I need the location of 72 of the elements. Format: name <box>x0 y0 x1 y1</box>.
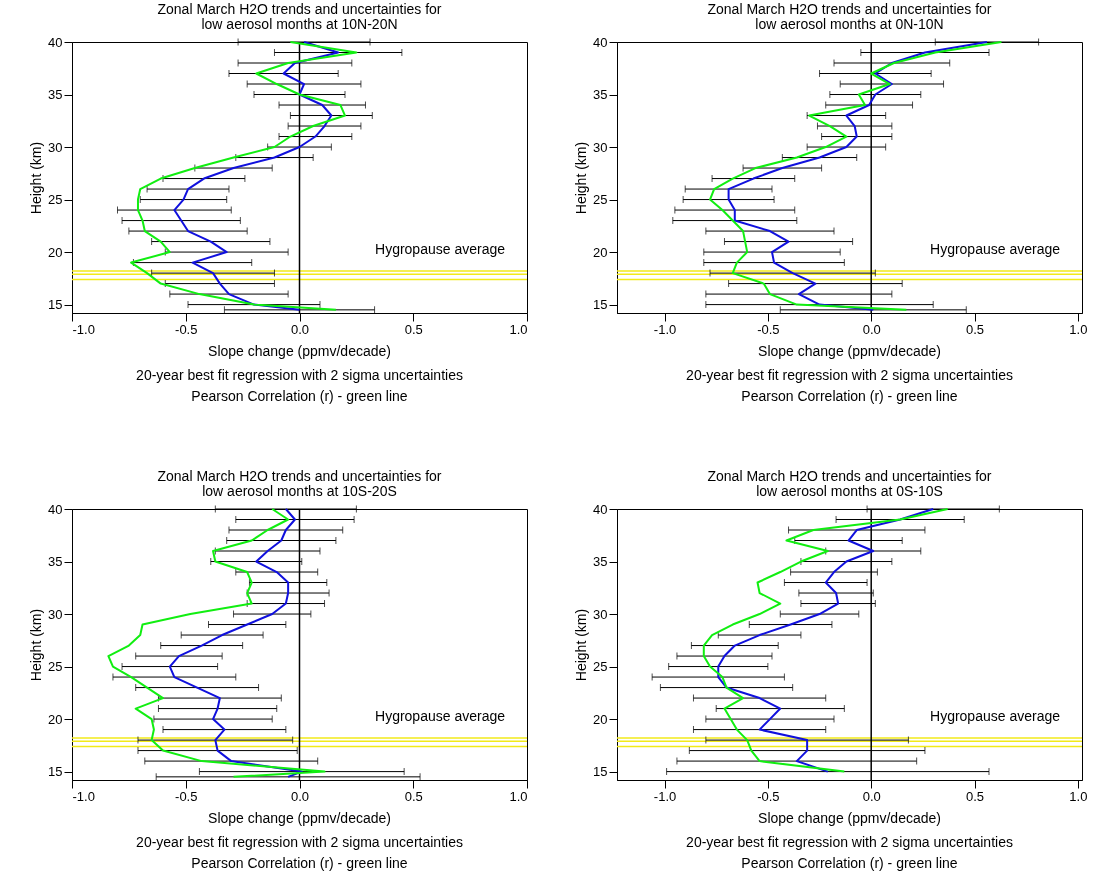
y-axis-title: Height (km) <box>573 141 590 215</box>
y-tick-label: 30 <box>48 139 63 155</box>
text: 20-year best fit regression with 2 sigma uncertainties <box>136 834 463 850</box>
y-tick-label: 30 <box>48 606 63 622</box>
x-tick-label: 1.0 <box>1069 321 1088 337</box>
y-tick-label: 30 <box>593 139 608 155</box>
x-tick-label: -1.0 <box>72 321 95 337</box>
x-tick-label: -0.5 <box>175 788 198 804</box>
y-tick-label: 15 <box>593 764 608 780</box>
x-tick-label: -1.0 <box>72 788 95 804</box>
chart-title: Zonal March H2O trends and uncertainties for <box>707 468 992 484</box>
y-tick-label: 35 <box>48 87 63 103</box>
y-tick-label: 15 <box>48 764 63 780</box>
ref-line-label: Hygropause average <box>375 708 506 725</box>
x-tick-label: -1.0 <box>653 788 677 804</box>
y-tick-label: 25 <box>48 659 63 675</box>
x-tick-label: 0.0 <box>862 321 881 337</box>
chart-title: Zonal March H2O trends and uncertainties for <box>157 468 442 484</box>
x-axis-title: Slope change (ppmv/decade) <box>208 343 391 359</box>
y-tick-label: 20 <box>48 711 63 727</box>
x-tick-label: -0.5 <box>757 788 780 804</box>
x-tick-label: 0.0 <box>862 788 881 804</box>
text: Pearson Correlation (r) - green line <box>191 855 408 871</box>
y-tick-label: 30 <box>593 606 608 622</box>
y-tick-label: 40 <box>48 501 63 517</box>
x-tick-label: 0.5 <box>965 788 985 804</box>
x-tick-label: 1.0 <box>509 321 528 337</box>
text: Pearson Correlation (r) - green line <box>741 855 958 871</box>
x-tick-label: 0.0 <box>290 321 310 337</box>
y-tick-label: 20 <box>48 244 63 260</box>
y-tick-label: 20 <box>593 711 608 727</box>
y-tick-label: 40 <box>593 501 608 517</box>
x-tick-label: -0.5 <box>757 321 780 337</box>
chart-subtitle: low aerosol months at 0N-10N <box>755 16 944 32</box>
x-tick-label: -0.5 <box>175 321 198 337</box>
y-tick-label: 25 <box>593 659 608 675</box>
ref-line-label: Hygropause average <box>930 708 1061 725</box>
text: 20-year best fit regression with 2 sigma uncertainties <box>686 834 1013 850</box>
x-axis-title: Slope change (ppmv/decade) <box>208 810 391 826</box>
x-tick-label: 1.0 <box>509 788 528 804</box>
x-tick-label: 0.5 <box>965 321 985 337</box>
x-tick-label: 0.5 <box>404 788 423 804</box>
y-tick-label: 20 <box>593 244 608 260</box>
x-axis-title: Slope change (ppmv/decade) <box>758 343 941 359</box>
text: 20-year best fit regression with 2 sigma uncertainties <box>686 367 1013 383</box>
y-tick-label: 35 <box>593 554 608 570</box>
x-tick-label: 1.0 <box>1069 788 1088 804</box>
y-tick-label: 40 <box>48 34 63 50</box>
x-tick-label: -1.0 <box>653 321 677 337</box>
text: 20-year best fit regression with 2 sigma uncertainties <box>136 367 463 383</box>
y-axis-title: Height (km) <box>28 141 45 215</box>
chart-title: Zonal March H2O trends and uncertainties for <box>157 1 442 17</box>
chart-subtitle: low aerosol months at 10S-20S <box>202 483 397 499</box>
y-tick-label: 25 <box>48 192 63 208</box>
y-tick-label: 35 <box>48 554 63 570</box>
ref-line-label: Hygropause average <box>930 241 1061 258</box>
y-tick-label: 15 <box>593 297 608 313</box>
text: Pearson Correlation (r) - green line <box>741 388 958 404</box>
x-axis-title: Slope change (ppmv/decade) <box>758 810 941 826</box>
y-tick-label: 15 <box>48 297 63 313</box>
ref-line-label: Hygropause average <box>375 241 506 258</box>
x-tick-label: 0.0 <box>290 788 310 804</box>
text: Pearson Correlation (r) - green line <box>191 388 408 404</box>
chart-title: Zonal March H2O trends and uncertainties for <box>707 1 992 17</box>
y-tick-label: 40 <box>593 34 608 50</box>
y-tick-label: 35 <box>593 87 608 103</box>
y-axis-title: Height (km) <box>573 608 590 682</box>
chart-subtitle: low aerosol months at 10N-20N <box>201 16 398 32</box>
y-axis-title: Height (km) <box>28 608 45 682</box>
y-tick-label: 25 <box>593 192 608 208</box>
chart-subtitle: low aerosol months at 0S-10S <box>756 483 943 499</box>
x-tick-label: 0.5 <box>404 321 423 337</box>
